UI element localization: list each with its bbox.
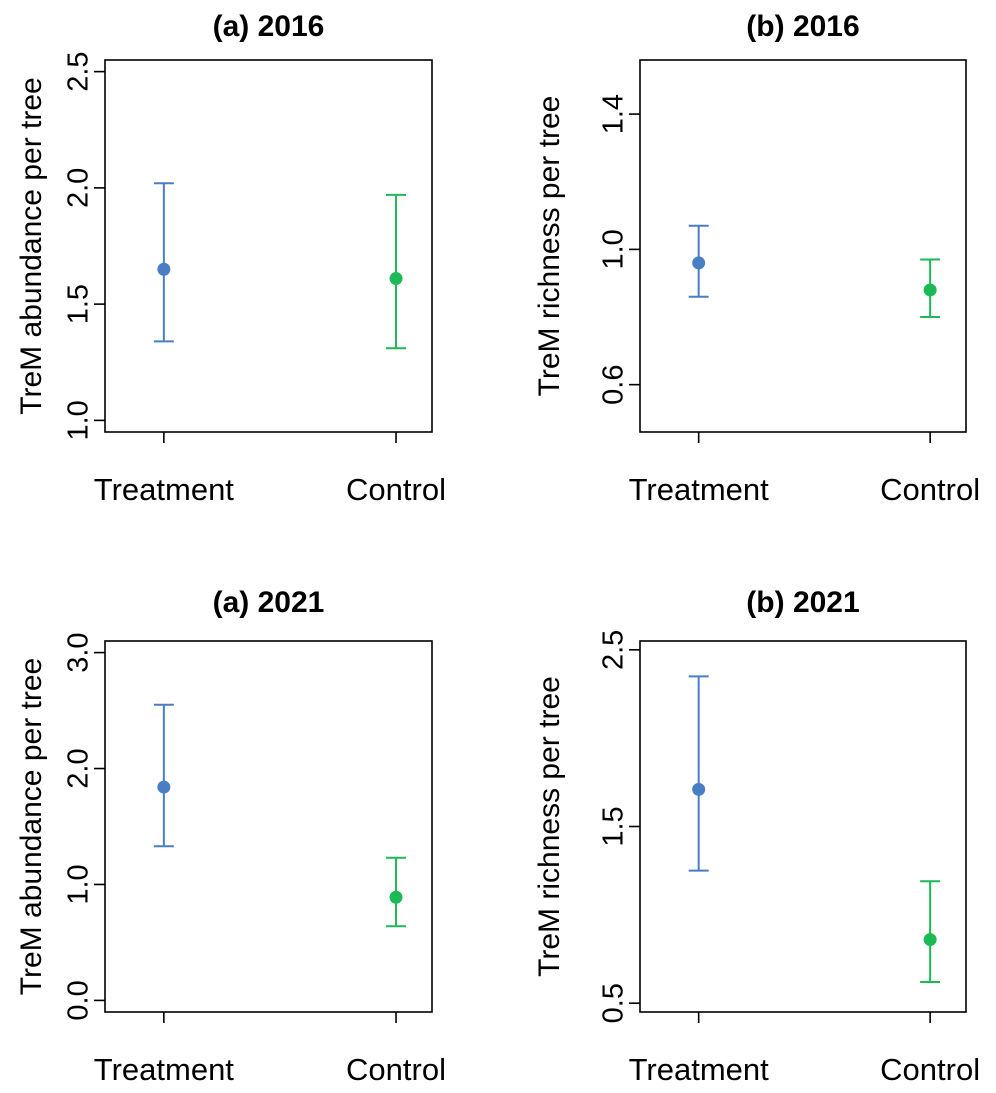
x-tick-label: Control <box>346 472 446 507</box>
y-axis-label: TreM abundance per tree <box>15 77 48 414</box>
y-tick-label: 1.0 <box>63 400 95 440</box>
panel-title: (a) 2016 <box>213 10 325 43</box>
x-tick-label: Treatment <box>629 472 770 507</box>
y-axis-label: TreM richness per tree <box>533 96 566 397</box>
mean-point-treatment <box>692 256 706 270</box>
y-tick-label: 1.0 <box>598 229 630 269</box>
plot-frame <box>639 640 967 1013</box>
error-bar-treatment <box>688 675 709 872</box>
y-tick-label: 2.0 <box>63 168 95 208</box>
error-bar-treatment <box>153 703 174 848</box>
error-bar-control <box>920 880 941 983</box>
y-tick-label: 0.6 <box>598 364 630 404</box>
mean-point-treatment <box>157 262 171 276</box>
panel-2: (b) 2016 TreM richness per tree 0.6 1.0 1.4 T… <box>533 10 980 507</box>
mean-point-treatment <box>157 780 171 794</box>
y-tick-label: 2.5 <box>63 51 95 91</box>
panel-title: (b) 2016 <box>746 10 859 43</box>
y-tick-label: 1.5 <box>63 284 95 324</box>
panel-title: (a) 2021 <box>213 586 325 619</box>
panel-4: (b) 2021 TreM richness per tree 0.5 1.5 2.5 T… <box>533 586 980 1087</box>
mean-point-control <box>923 283 937 297</box>
plot-frame <box>104 59 433 433</box>
mean-point-control <box>389 890 403 904</box>
x-tick-label: Treatment <box>629 1052 770 1087</box>
x-tick-label: Treatment <box>94 1052 235 1087</box>
panel-1: (a) 2016 TreM abundance per tree 1.0 1.5 2.0… <box>15 10 446 507</box>
plot-frame <box>639 59 967 433</box>
mean-point-control <box>923 933 937 947</box>
mean-point-control <box>389 272 403 286</box>
y-tick-label: 1.0 <box>63 864 95 904</box>
x-tick-label: Control <box>346 1052 446 1087</box>
x-tick-label: Treatment <box>94 472 235 507</box>
y-axis-label: TreM richness per tree <box>533 676 566 977</box>
error-bar-treatment <box>153 182 174 343</box>
y-tick-label: 3.0 <box>63 632 95 672</box>
panel-3: (a) 2021 TreM abundance per tree 0.0 1.0 2.0… <box>15 586 446 1087</box>
y-tick-label: 2.5 <box>598 630 630 670</box>
error-bar-control <box>386 193 407 350</box>
x-tick-label: Control <box>880 1052 980 1087</box>
plot-frame <box>104 640 433 1013</box>
y-tick-label: 0.5 <box>598 983 630 1023</box>
mean-point-treatment <box>692 782 706 796</box>
y-tick-label: 1.4 <box>598 94 630 134</box>
x-tick-label: Control <box>880 472 980 507</box>
y-tick-label: 1.5 <box>598 806 630 846</box>
panel-title: (b) 2021 <box>746 586 859 619</box>
y-axis-label: TreM abundance per tree <box>15 658 48 995</box>
y-tick-label: 2.0 <box>63 748 95 788</box>
y-tick-label: 0.0 <box>63 980 95 1020</box>
